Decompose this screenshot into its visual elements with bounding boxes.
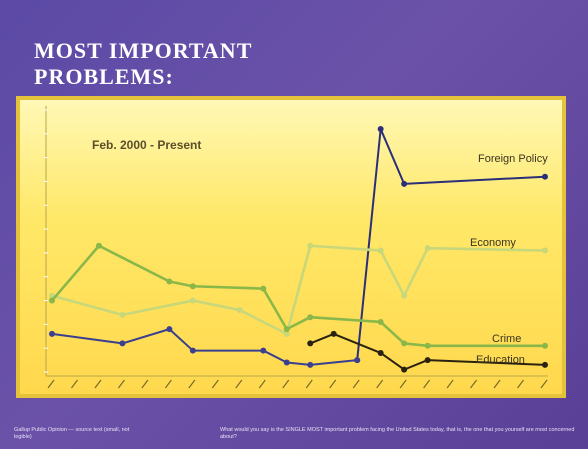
x-tick	[376, 379, 384, 389]
series-education	[307, 330, 548, 373]
data-point	[542, 173, 548, 180]
footer-source: Gallup Public Opinion — source text (sma…	[14, 427, 130, 440]
data-point	[283, 359, 290, 366]
data-point	[49, 297, 55, 304]
series-crime	[49, 242, 548, 349]
data-point	[330, 330, 337, 337]
x-tick	[305, 379, 313, 389]
data-point	[166, 278, 173, 285]
data-point	[542, 247, 548, 254]
data-point	[307, 361, 314, 368]
chart-background	[16, 96, 566, 398]
data-point	[283, 326, 290, 333]
x-tick	[423, 379, 431, 389]
data-point	[307, 242, 314, 249]
x-tick	[70, 379, 78, 389]
data-point	[401, 180, 408, 187]
x-tick	[446, 379, 454, 389]
footer-question: What would you say is the SINGLE MOST im…	[220, 427, 575, 440]
x-tick	[399, 379, 407, 389]
x-tick	[517, 379, 525, 389]
series-line	[51, 244, 546, 336]
data-point	[260, 285, 267, 292]
data-point	[307, 314, 314, 321]
x-tick	[47, 379, 55, 389]
x-tick	[235, 379, 243, 389]
series-line	[309, 332, 546, 371]
data-point	[377, 126, 384, 133]
data-point	[307, 340, 314, 347]
series-other-unlabeled-	[49, 326, 361, 368]
slide-title: MOST IMPORTANT PROBLEMS:	[34, 38, 253, 89]
data-point	[260, 347, 267, 354]
data-point	[542, 361, 548, 368]
data-point	[236, 307, 243, 314]
x-tick	[141, 379, 149, 389]
data-point	[401, 340, 408, 347]
x-tick	[352, 379, 360, 389]
x-tick	[493, 379, 501, 389]
legend-label: Foreign Policy	[478, 153, 548, 165]
data-point	[119, 340, 126, 347]
data-point	[283, 330, 290, 337]
data-point	[401, 366, 408, 373]
data-point	[354, 357, 361, 364]
data-point	[166, 326, 173, 333]
data-point	[189, 297, 196, 304]
data-point	[95, 242, 102, 249]
data-point	[542, 342, 548, 349]
data-point	[49, 330, 55, 337]
plot-area	[45, 106, 548, 377]
x-tick	[282, 379, 290, 389]
x-tick	[94, 379, 102, 389]
x-tick	[188, 379, 196, 389]
data-point	[377, 349, 384, 356]
legend-label: Crime	[492, 333, 521, 345]
x-tick	[258, 379, 266, 389]
data-point	[189, 347, 196, 354]
series-economy	[49, 242, 548, 337]
data-point	[119, 311, 126, 318]
data-point	[424, 342, 431, 349]
data-point	[377, 247, 384, 254]
data-point	[424, 245, 431, 252]
x-tick	[211, 379, 219, 389]
x-tick	[540, 379, 548, 389]
series-line	[356, 128, 546, 361]
series-line	[51, 244, 545, 348]
x-tick	[164, 379, 172, 389]
x-tick	[117, 379, 125, 389]
legend-label: Education	[476, 354, 525, 366]
data-point	[377, 318, 384, 325]
x-tick	[329, 379, 337, 389]
data-point	[424, 357, 431, 364]
data-point	[189, 283, 196, 290]
legend-label: Economy	[470, 237, 516, 249]
data-point	[401, 292, 408, 299]
period-label: Feb. 2000 - Present	[92, 138, 202, 152]
x-tick	[470, 379, 478, 389]
series-line	[51, 328, 358, 366]
